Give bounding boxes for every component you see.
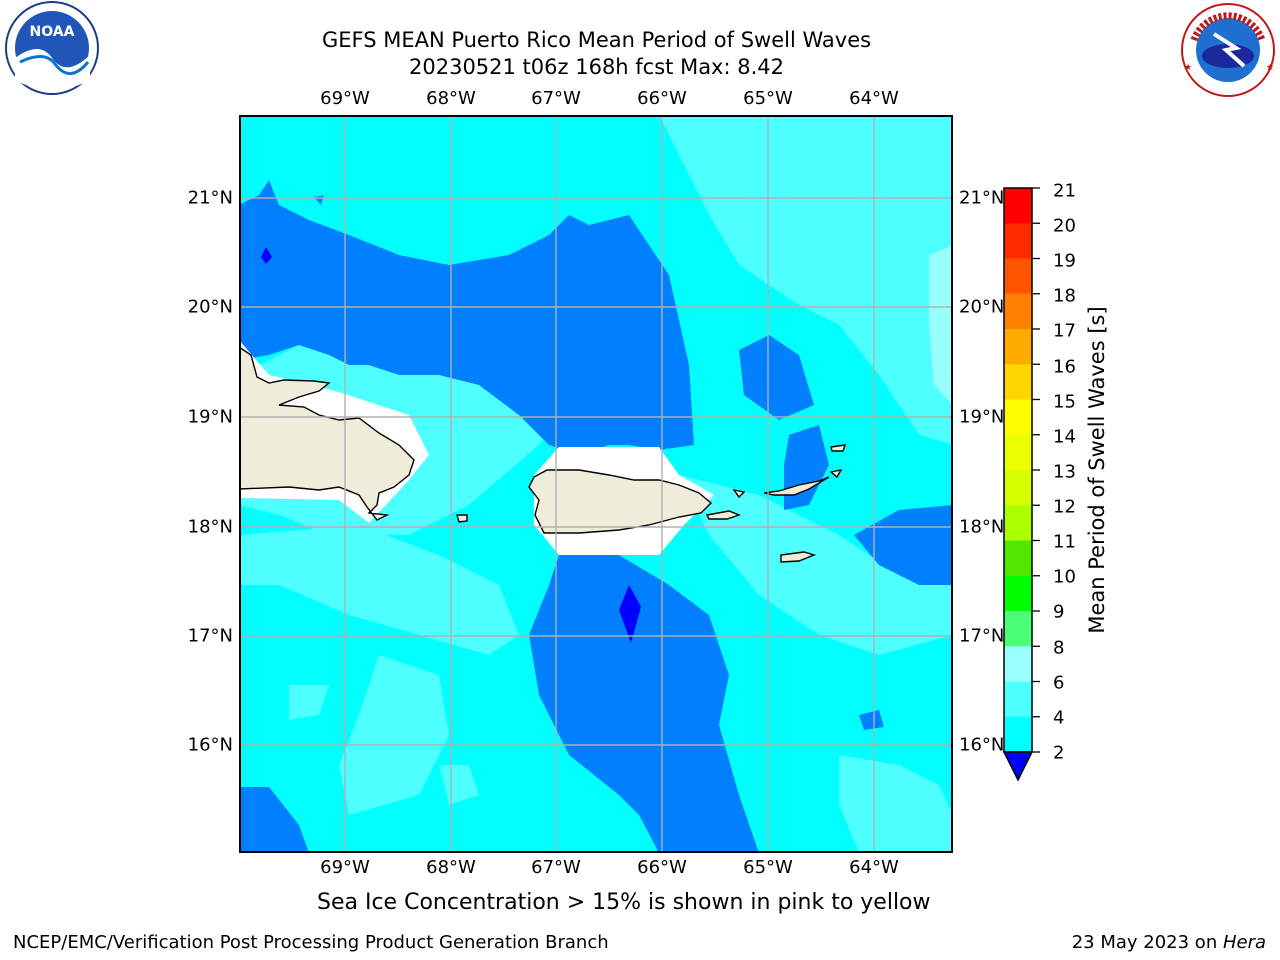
- colorbar-tick-label: 20: [1053, 215, 1076, 237]
- colorbar-tick-label: 18: [1053, 285, 1076, 307]
- lat-label-right: 21°N: [959, 187, 1005, 209]
- colorbar-tick-label: 2: [1053, 742, 1065, 764]
- colorbar-tick-label: 19: [1053, 250, 1076, 272]
- nws-logo: ★ ★: [1181, 3, 1275, 97]
- chart-subtitle: 20230521 t06z 168h fcst Max: 8.42: [409, 55, 784, 79]
- colorbar-tick-label: 21: [1053, 180, 1076, 202]
- footer-date: 23 May 2023 on Hera: [1072, 932, 1266, 953]
- colorbar-tick-label: 11: [1053, 531, 1076, 553]
- colorbar-tick-marks: [1032, 187, 1040, 753]
- gridlines: [239, 115, 953, 853]
- islands: [456, 444, 847, 563]
- land: [239, 346, 713, 534]
- colorbar-cell: [1004, 611, 1032, 647]
- colorbar-cell: [1004, 399, 1032, 436]
- colorbar-cell: [1004, 258, 1032, 295]
- footer-credit: NCEP/EMC/Verification Post Processing Pr…: [13, 932, 609, 953]
- colorbar-cell: [1004, 505, 1032, 541]
- field-band-under-2: [261, 247, 641, 643]
- colorbar-tick-label: 16: [1053, 356, 1076, 378]
- lon-label-bottom: 68°W: [426, 857, 476, 878]
- map-border: [239, 115, 953, 853]
- lon-label-top: 66°W: [637, 88, 687, 109]
- chart-title: GEFS MEAN Puerto Rico Mean Period of Swe…: [321, 28, 872, 52]
- lat-label-left: 20°N: [187, 296, 233, 318]
- lon-label-top: 69°W: [320, 88, 370, 109]
- lon-label-bottom: 65°W: [743, 857, 793, 878]
- lon-label-top: 68°W: [426, 88, 476, 109]
- colorbar-cell: [1004, 575, 1032, 612]
- colorbar-cell: [1004, 293, 1032, 330]
- colorbar-cell: [1004, 646, 1032, 682]
- lat-label-left: 18°N: [187, 516, 233, 538]
- colorbar-tick-label: 17: [1053, 320, 1076, 342]
- colorbar-tick-label: 15: [1053, 391, 1076, 413]
- colorbar-tick-label: 4: [1053, 707, 1065, 729]
- colorbar-tick-label: 12: [1053, 496, 1076, 518]
- field-band-2-4: [239, 180, 953, 853]
- map-plot: [239, 115, 953, 853]
- colorbar-cell: [1004, 681, 1032, 718]
- colorbar-cell: [1004, 223, 1032, 259]
- colorbar-cell: [1004, 364, 1032, 400]
- lat-label-right: 17°N: [959, 625, 1005, 647]
- colorbar-tick-label: 8: [1053, 637, 1065, 659]
- colorbar-cells: [1004, 188, 1032, 753]
- lat-label-left: 16°N: [187, 734, 233, 756]
- colorbar-tick-label: 6: [1053, 672, 1065, 694]
- colorbar-tick-label: 9: [1053, 601, 1065, 623]
- sea-ice-note: Sea Ice Concentration > 15% is shown in …: [317, 890, 931, 915]
- footer-host: Hera: [1222, 932, 1266, 953]
- colorbar-cell: [1004, 188, 1032, 224]
- colorbar-cell: [1004, 540, 1032, 577]
- svg-text:★: ★: [1266, 63, 1274, 73]
- lat-label-right: 20°N: [959, 296, 1005, 318]
- lon-label-top: 67°W: [531, 88, 581, 109]
- colorbar-cell: [1004, 716, 1032, 753]
- lon-label-bottom: 66°W: [637, 857, 687, 878]
- colorbar-cell: [1004, 329, 1032, 365]
- noaa-logo: NOAA: [5, 1, 99, 95]
- lat-label-right: 18°N: [959, 516, 1005, 538]
- lat-label-left: 21°N: [187, 187, 233, 209]
- colorbar-tick-label: 14: [1053, 426, 1076, 448]
- lon-label-bottom: 64°W: [849, 857, 899, 878]
- lat-label-right: 16°N: [959, 734, 1005, 756]
- colorbar-label: Mean Period of Swell Waves [s]: [1085, 306, 1109, 634]
- lon-label-bottom: 67°W: [531, 857, 581, 878]
- lon-label-top: 64°W: [849, 88, 899, 109]
- colorbar-cell: [1004, 470, 1032, 506]
- colorbar-tick-label: 13: [1053, 461, 1076, 483]
- footer-date-text: 23 May 2023 on: [1071, 932, 1223, 953]
- field-band-8-9: [929, 245, 953, 405]
- lat-label-left: 17°N: [187, 625, 233, 647]
- noaa-logo-text: NOAA: [30, 24, 75, 40]
- lat-label-right: 19°N: [959, 406, 1005, 428]
- lon-label-top: 65°W: [743, 88, 793, 109]
- colorbar-tick-label: 10: [1053, 566, 1076, 588]
- lon-label-bottom: 69°W: [320, 857, 370, 878]
- colorbar-under-arrow: [1002, 751, 1034, 782]
- lat-label-left: 19°N: [187, 406, 233, 428]
- svg-text:★: ★: [1184, 63, 1192, 73]
- colorbar-cell: [1004, 434, 1032, 471]
- colorbar: [1002, 187, 1040, 782]
